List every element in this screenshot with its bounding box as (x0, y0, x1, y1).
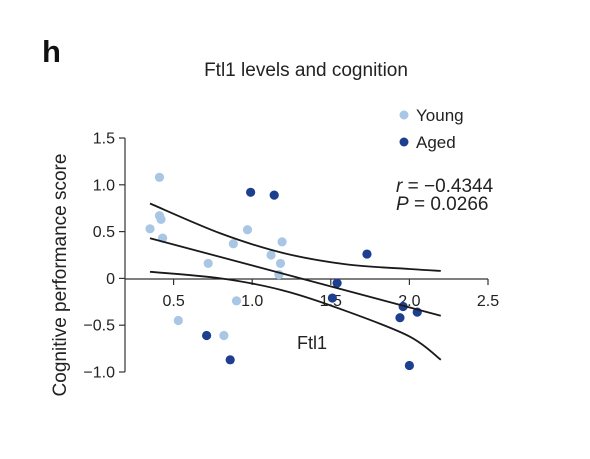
data-point-young (277, 237, 287, 247)
data-point-young (266, 250, 276, 260)
data-point-aged (332, 278, 342, 288)
legend-marker-young (399, 110, 409, 120)
x-tick-label: 2.5 (477, 293, 499, 310)
data-point-young (156, 214, 166, 225)
data-point-young (242, 225, 253, 235)
confidence-band-lower (149, 270, 442, 361)
y-tick-label: −1.0 (83, 365, 115, 382)
data-point-young (219, 330, 229, 341)
panel-label: h (42, 34, 61, 69)
data-point-aged (404, 360, 414, 371)
data-point-young (203, 258, 213, 269)
p-value-annotation: P = 0.0266 (396, 194, 488, 215)
data-point-young (228, 239, 238, 249)
y-ticks: 1.5 1.0 0.5 0 −0.5 −1.0 (83, 131, 125, 382)
data-point-aged (246, 187, 256, 197)
legend-label-young: Young (416, 106, 464, 125)
legend-marker-aged (399, 137, 409, 147)
data-points (145, 172, 422, 371)
y-tick-label: 0 (106, 271, 115, 288)
legend-label-aged: Aged (416, 133, 456, 152)
y-tick-label: 1.5 (93, 131, 115, 148)
data-point-young (154, 172, 165, 182)
y-tick-label: 1.0 (93, 177, 115, 194)
y-tick-label: 0.5 (93, 224, 115, 241)
data-point-aged (395, 313, 405, 323)
p-symbol: P (396, 194, 409, 215)
x-tick-label: 0.5 (162, 293, 184, 310)
x-ticks: 0.51.01.52.02.5 (162, 279, 499, 310)
data-point-aged (362, 249, 372, 259)
data-point-young (173, 315, 183, 326)
chart-title: Ftl1 levels and cognition (204, 60, 408, 81)
data-point-aged (327, 293, 337, 303)
r-value: = −0.4344 (402, 176, 493, 197)
data-point-aged (202, 330, 212, 341)
legend: Young Aged (399, 106, 464, 152)
data-point-young (231, 296, 242, 306)
regression-fit-line (149, 237, 442, 317)
data-point-young (275, 258, 286, 269)
confidence-band-upper (149, 202, 441, 272)
p-value: = 0.0266 (409, 194, 489, 215)
data-point-aged (269, 190, 279, 200)
r-symbol: r (396, 176, 403, 197)
y-axis-label: Cognitive performance score (50, 154, 71, 397)
x-tick-label: 1.0 (241, 293, 263, 310)
x-axis-label: Ftl1 (297, 333, 327, 353)
data-point-aged (225, 355, 235, 365)
regression-lines (149, 202, 442, 361)
data-point-young (145, 224, 155, 234)
correlation-annotation: r = −0.4344 (396, 176, 494, 197)
y-tick-label: −0.5 (83, 318, 115, 335)
